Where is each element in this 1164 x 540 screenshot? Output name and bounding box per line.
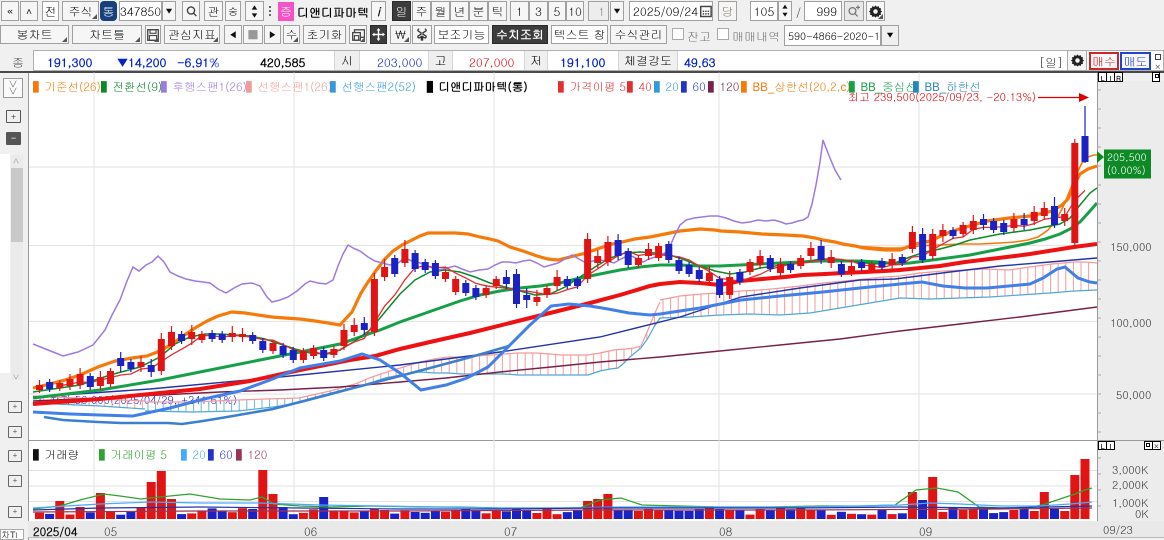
svg-text:최고 239,500(2025/09/23, -20.13%: 최고 239,500(2025/09/23, -20.13%) [848,90,1036,105]
svg-text:(0.00%): (0.00%) [1107,162,1146,177]
svg-text:205,500: 205,500 [1107,149,1147,164]
